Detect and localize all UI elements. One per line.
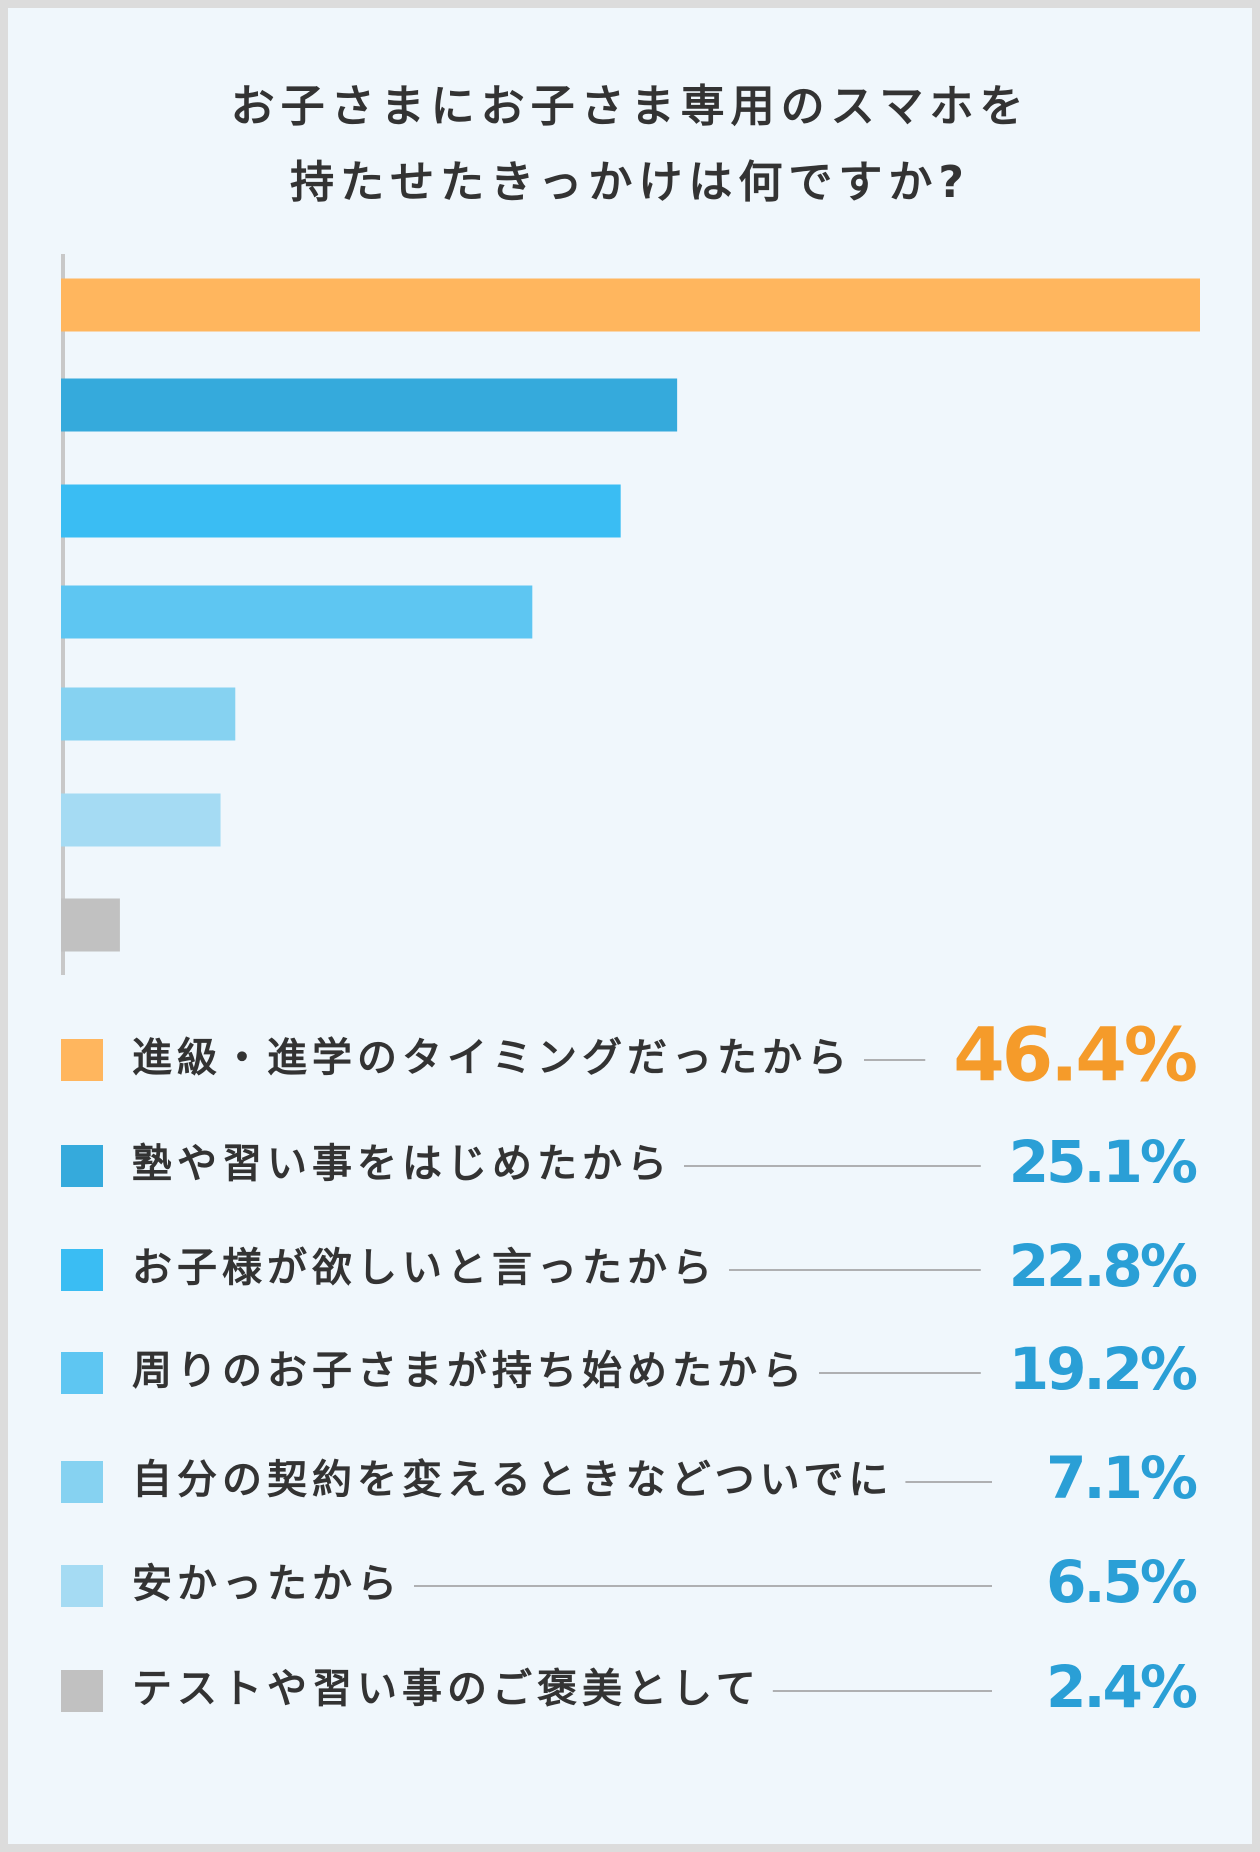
legend-swatch bbox=[61, 1565, 103, 1607]
legend-label: 進級・進学のタイミングだったから bbox=[132, 1035, 852, 1081]
value-label: 6.5% bbox=[1046, 1548, 1197, 1616]
legend-swatch bbox=[61, 1352, 103, 1394]
legend-swatch bbox=[61, 1145, 103, 1187]
bar bbox=[61, 378, 678, 432]
chart-title: お子さまにお子さま専用のスマホを bbox=[231, 81, 1030, 132]
bar bbox=[61, 484, 621, 538]
bar bbox=[61, 585, 533, 639]
legend-label: 自分の契約を変えるときなどついでに bbox=[132, 1457, 893, 1503]
chart-title: 持たせたきっかけは何ですか? bbox=[290, 157, 970, 208]
legend-label: 塾や習い事をはじめたから bbox=[132, 1141, 672, 1187]
value-label: 19.2% bbox=[1009, 1335, 1197, 1403]
legend-label: お子様が欲しいと言ったから bbox=[132, 1245, 717, 1291]
value-label: 7.1% bbox=[1046, 1444, 1197, 1512]
legend-swatch bbox=[61, 1670, 103, 1712]
value-label: 46.4% bbox=[953, 1013, 1196, 1099]
legend-label: 周りのお子さまが持ち始めたから bbox=[132, 1348, 807, 1394]
value-label: 2.4% bbox=[1046, 1653, 1197, 1721]
bar bbox=[61, 898, 120, 952]
legend-swatch bbox=[61, 1461, 103, 1503]
bar bbox=[61, 687, 236, 741]
legend-label: テストや習い事のご褒美として bbox=[132, 1666, 761, 1712]
value-label: 25.1% bbox=[1009, 1128, 1197, 1196]
bar bbox=[61, 278, 1200, 332]
legend-swatch bbox=[61, 1249, 103, 1291]
legend-label: 安かったから bbox=[132, 1561, 402, 1607]
value-label: 22.8% bbox=[1009, 1232, 1197, 1300]
legend-swatch bbox=[61, 1039, 103, 1081]
bar bbox=[61, 793, 221, 847]
